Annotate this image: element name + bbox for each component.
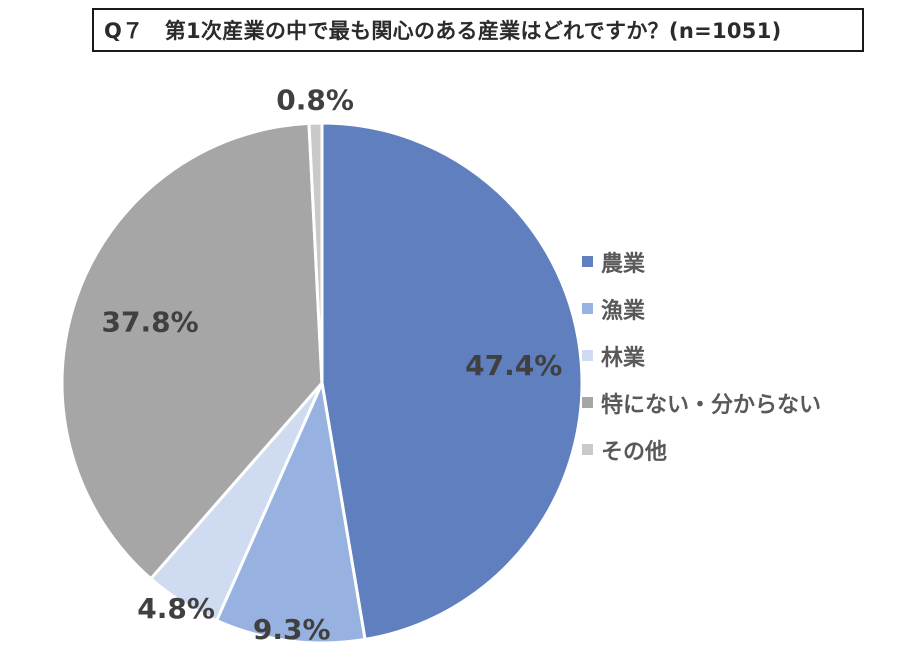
legend-label: 林業: [601, 345, 646, 371]
legend-item-3: 林業: [582, 332, 821, 379]
legend-swatch: [582, 444, 593, 455]
pie-slice-1: [320, 121, 584, 641]
legend-label: その他: [601, 439, 668, 465]
pie-data-labels: 47.4% 9.3% 4.8% 37.8% 0.8%: [102, 83, 563, 645]
legend-label: 漁業: [601, 298, 646, 324]
data-label-4: 37.8%: [102, 305, 199, 338]
legend-swatch: [582, 350, 593, 361]
legend-item-4: 特にない・分からない: [582, 379, 821, 426]
legend-swatch: [582, 397, 593, 408]
legend-swatch: [582, 256, 593, 267]
pie-slice-4: [60, 121, 324, 581]
data-label-5: 0.8%: [276, 83, 354, 116]
legend-swatch: [582, 303, 593, 314]
legend: 農業漁業林業特にない・分からない その他: [582, 238, 821, 473]
legend-item-5: その他: [582, 426, 821, 473]
data-label-1: 47.4%: [465, 349, 562, 382]
legend-label: 農業: [601, 251, 646, 277]
legend-label: 特にない・分からない: [601, 392, 822, 418]
chart-title: Q７ 第1次産業の中で最も関心のある産業はどれですか？(n=1051): [92, 8, 864, 52]
pie-slice-2: [215, 381, 367, 645]
data-label-3: 4.8%: [137, 592, 215, 625]
pie-slice-5: [307, 121, 324, 385]
data-label-2: 9.3%: [253, 613, 331, 646]
legend-item-1: 農業: [582, 238, 821, 285]
legend-item-2: 漁業: [582, 285, 821, 332]
pie-slices: [60, 121, 584, 645]
